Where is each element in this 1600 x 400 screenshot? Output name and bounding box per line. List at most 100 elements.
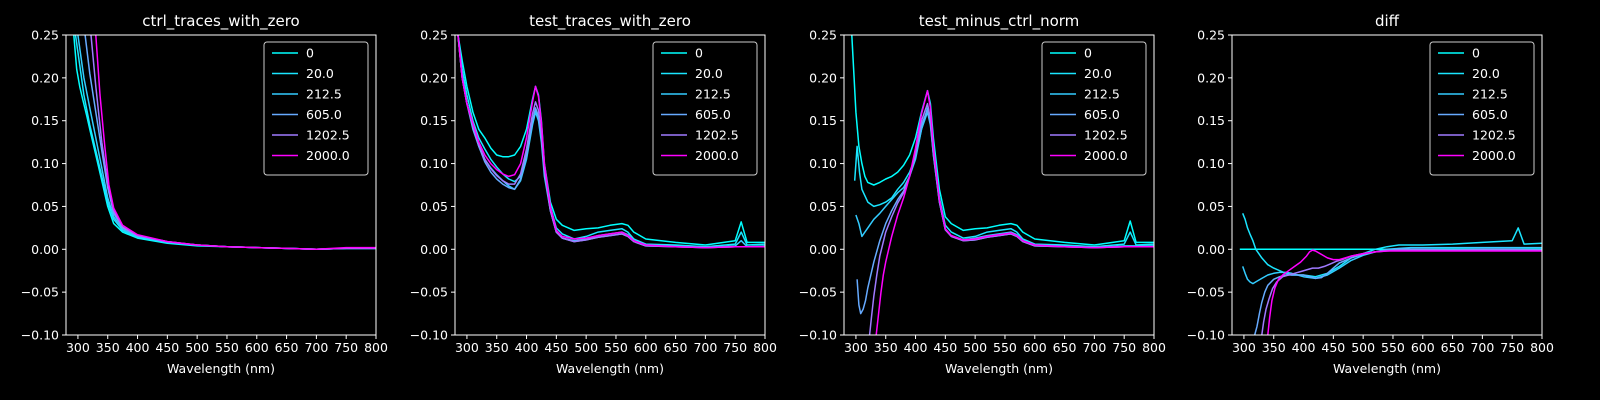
y-tick-label: 0.00 [809,242,837,257]
chart-title: test_traces_with_zero [529,12,691,31]
chart-title: ctrl_traces_with_zero [142,12,299,31]
x-tick-label: 400 [1292,340,1316,355]
x-tick-label: 650 [1441,340,1465,355]
y-tick-label: −0.10 [1187,328,1225,343]
series-line-20.0 [1242,213,1542,278]
legend-box [1041,41,1147,176]
x-tick-label: 650 [1053,340,1077,355]
x-tick-label: 600 [245,340,269,355]
legend-label: 605.0 [1084,107,1120,122]
x-tick-label: 600 [634,340,658,355]
y-tick-label: 0.20 [420,70,448,85]
legend-label: 212.5 [1472,87,1508,102]
legend-label: 605.0 [1472,107,1508,122]
y-tick-label: 0.00 [420,242,448,257]
legend-label: 0 [695,46,703,61]
chart-title: diff [1375,12,1400,30]
legend-label: 212.5 [695,87,731,102]
legend: 0 20.0 212.5 605.0 1202.5 2000.0 [1041,41,1147,176]
legend-label: 20.0 [1472,66,1500,81]
axes-frame [1231,34,1543,336]
x-tick-label: 750 [334,340,358,355]
x-tick-label: 550 [993,340,1017,355]
legend-label: 212.5 [1084,87,1120,102]
x-tick-label: 500 [185,340,209,355]
y-tick-label: 0.00 [1197,242,1225,257]
x-axis-label: Wavelength (nm) [945,361,1053,376]
series-group [457,35,765,249]
series-line-1202.5 [1261,249,1542,335]
x-tick-label: 300 [455,340,479,355]
x-tick-label: 600 [1411,340,1435,355]
y-tick-label: 0.25 [1197,28,1225,43]
x-axis-label: Wavelength (nm) [556,361,664,376]
x-tick-label: 700 [1470,340,1494,355]
x-tick-label: 650 [664,340,688,355]
y-tick-label: −0.10 [799,328,837,343]
y-tick-label: 0.10 [31,156,59,171]
y-tick-label: 0.25 [809,28,837,43]
axes-frame [65,34,377,336]
x-tick-label: 300 [66,340,90,355]
chart-panel-4: 300 350 400 450 500 550 600 650 700 750 800 −0.10 −0… [1187,12,1554,376]
x-tick-label: 350 [1262,340,1286,355]
legend-label: 2000.0 [1084,148,1128,163]
x-tick-label: 450 [1321,340,1345,355]
chart-panel-3: 300 350 400 450 500 550 600 650 700 750 800 −0.10 −0… [799,12,1166,376]
legend-label: 1202.5 [1472,128,1516,143]
y-tick-label: 0.15 [420,113,448,128]
x-tick-label: 350 [874,340,898,355]
legend-label: 20.0 [695,66,723,81]
x-tick-label: 300 [844,340,868,355]
series-group [1239,213,1542,335]
x-tick-label: 500 [1351,340,1375,355]
series-line-2000.0 [875,89,1154,335]
y-tick-label: −0.05 [21,285,59,300]
y-tick-label: 0.05 [809,199,837,214]
y-tick-label: 0.15 [1197,113,1225,128]
x-tick-label: 800 [1530,340,1554,355]
y-tick-label: 0.25 [31,28,59,43]
x-tick-label: 350 [485,340,509,355]
y-tick-label: −0.05 [410,285,448,300]
legend-label: 605.0 [306,107,342,122]
x-axis-label: Wavelength (nm) [167,361,275,376]
y-tick-label: 0.00 [31,242,59,257]
x-tick-label: 750 [723,340,747,355]
x-tick-label: 550 [1381,340,1405,355]
legend: 0 20.0 212.5 605.0 1202.5 2000.0 [263,41,369,176]
series-line-605.0 [1253,248,1542,335]
legend: 0 20.0 212.5 605.0 1202.5 2000.0 [1429,41,1535,176]
x-tick-label: 800 [1142,340,1166,355]
chart-panel-1: 300 350 400 450 500 550 600 650 700 750 800 −0.10 −0… [21,12,388,376]
x-tick-label: 500 [574,340,598,355]
chart-panel-2: 300 350 400 450 500 550 600 650 700 750 800 −0.10 −0… [410,12,777,376]
x-tick-label: 550 [604,340,628,355]
legend-label: 0 [306,46,314,61]
chart-title: test_minus_ctrl_norm [919,12,1080,31]
x-tick-label: 450 [933,340,957,355]
x-tick-label: 600 [1023,340,1047,355]
legend-label: 1202.5 [1084,128,1128,143]
series-group [73,35,376,251]
x-tick-label: 400 [515,340,539,355]
legend-label: 1202.5 [695,128,739,143]
series-line-2000.0 [457,35,765,249]
y-tick-label: 0.10 [420,156,448,171]
y-tick-label: 0.25 [420,28,448,43]
y-tick-label: 0.10 [809,156,837,171]
x-tick-label: 750 [1500,340,1524,355]
axes-frame [454,34,766,336]
x-tick-label: 500 [963,340,987,355]
y-tick-label: 0.10 [1197,156,1225,171]
x-tick-label: 700 [304,340,328,355]
x-axis-label: Wavelength (nm) [1333,361,1441,376]
legend-box [1429,41,1535,176]
series-line-212.5 [1241,246,1542,285]
y-tick-label: 0.05 [420,199,448,214]
y-tick-label: −0.05 [799,285,837,300]
y-tick-label: −0.10 [410,328,448,343]
x-tick-label: 800 [364,340,388,355]
legend-label: 0 [1084,46,1092,61]
